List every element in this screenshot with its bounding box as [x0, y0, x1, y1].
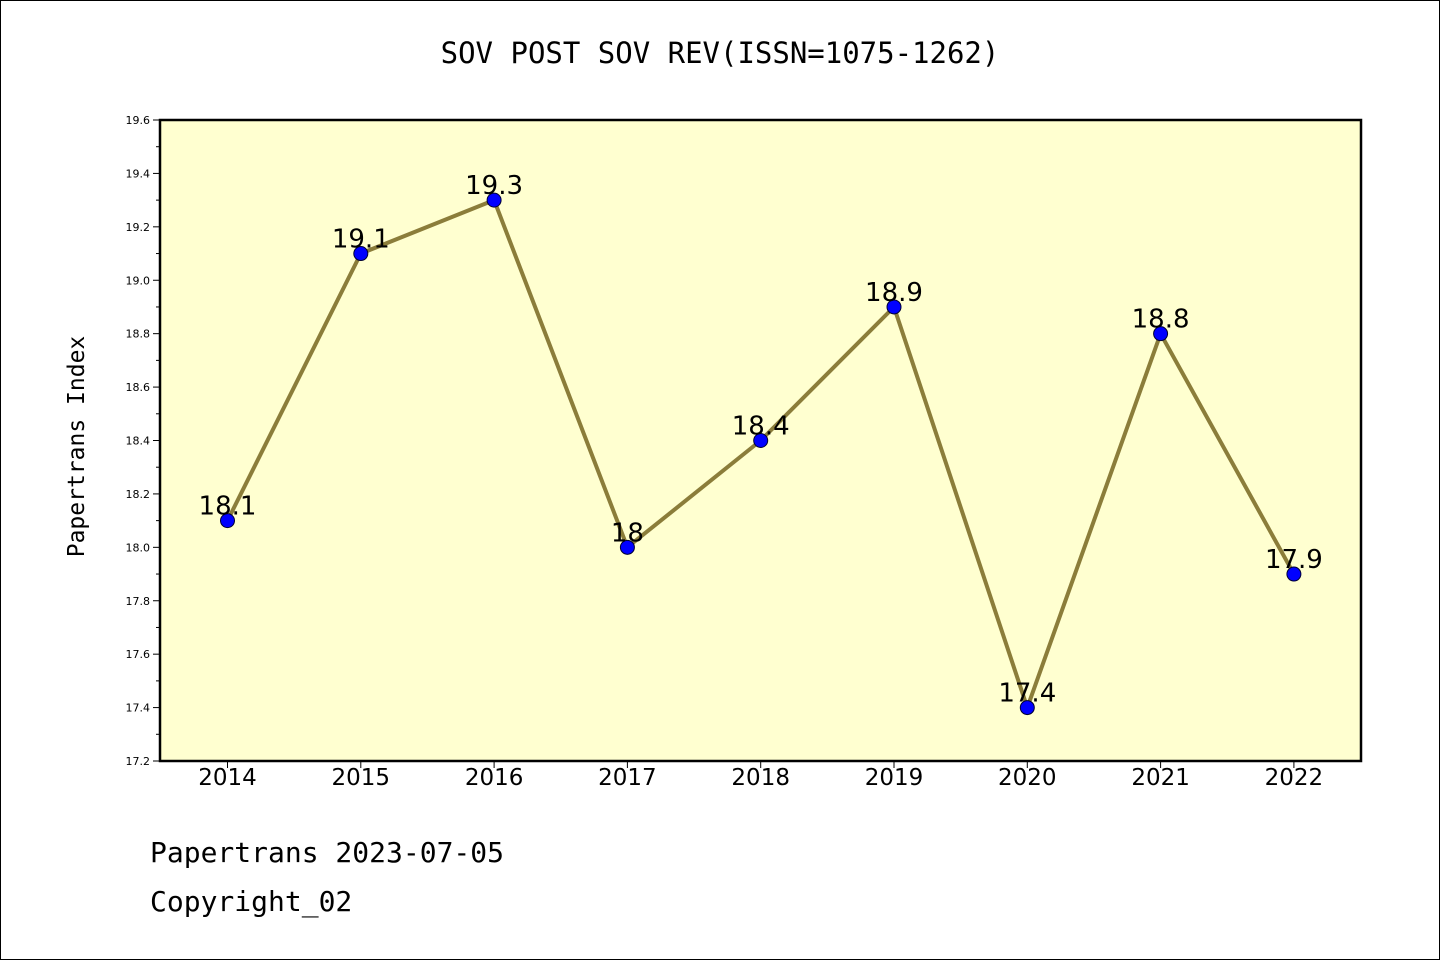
- data-labels: 18.1 19.1 19.3 18 18.4 18.9 17.4 18.8 17.9: [199, 171, 1323, 708]
- x-tick-label: 2022: [1265, 765, 1324, 791]
- y-tick-label: 18.2: [126, 488, 151, 501]
- y-axis-label: Papertrans Index: [64, 336, 90, 558]
- data-point-marker: [1019, 700, 1035, 716]
- data-label: 18.8: [1132, 305, 1190, 335]
- data-label: 18: [611, 518, 644, 548]
- data-point-marker: [886, 299, 902, 315]
- y-tick-label: 18.8: [126, 328, 151, 341]
- data-label: 19.1: [332, 225, 390, 255]
- y-tick-label: 18.4: [126, 435, 151, 448]
- data-label: 18.4: [732, 412, 790, 442]
- chart-title: SOV POST SOV REV(ISSN=1075-1262): [440, 36, 1000, 70]
- data-point-marker: [220, 513, 235, 529]
- plot-border: [158, 118, 1363, 763]
- data-label: 17.9: [1265, 545, 1323, 575]
- y-tick-label: 18.6: [126, 381, 151, 394]
- x-tick-label: 2014: [198, 765, 257, 791]
- x-tick-label: 2016: [465, 765, 524, 791]
- x-tick-label: 2015: [332, 765, 391, 791]
- footer-date: Papertrans 2023-07-05: [150, 836, 505, 869]
- data-point-marker: [353, 246, 369, 262]
- data-point-marker: [1153, 326, 1169, 342]
- series-markers: [220, 192, 1302, 716]
- data-point-marker: [486, 192, 502, 208]
- y-tick-label: 17.2: [126, 755, 151, 768]
- y-axis: 17.2 17.4 17.6 17.8 18.0 18.2 18.4 18.6 18.8 19.0…: [126, 114, 160, 768]
- y-tick-label: 19.6: [126, 114, 151, 127]
- y-tick-label: 19.4: [126, 167, 151, 180]
- x-tick-label: 2019: [865, 765, 924, 791]
- data-label: 19.3: [465, 171, 523, 201]
- x-tick-label: 2017: [598, 765, 657, 791]
- y-tick-label: 18.0: [126, 541, 151, 554]
- x-tick-label: 2021: [1131, 765, 1190, 791]
- data-point-marker: [619, 539, 635, 555]
- y-tick-label: 19.2: [126, 221, 151, 234]
- data-label: 17.4: [998, 679, 1056, 709]
- x-axis: 2014 2015 2016 2017 2018 2019 2020 2021 2022: [198, 761, 1323, 791]
- y-tick-label: 19.0: [126, 274, 151, 287]
- data-label: 18.9: [865, 278, 923, 308]
- data-label: 18.1: [199, 492, 257, 522]
- data-point-marker: [753, 433, 769, 448]
- x-tick-label: 2020: [998, 765, 1057, 791]
- y-tick-label: 17.4: [126, 702, 151, 715]
- data-point-marker: [1286, 566, 1302, 582]
- x-tick-label: 2018: [731, 765, 790, 791]
- y-tick-label: 17.8: [126, 595, 151, 608]
- y-tick-label: 17.6: [126, 648, 151, 661]
- footer-copyright: Copyright_02: [150, 885, 353, 918]
